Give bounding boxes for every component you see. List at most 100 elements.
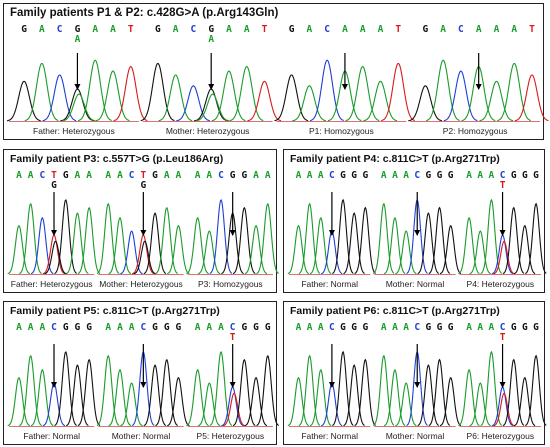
sequence-base: A [296, 170, 302, 181]
trace-peak [298, 354, 321, 427]
trace-peak [186, 217, 209, 275]
panel-title: Family patient P4: c.811C>T (p.Arg271Trp… [290, 153, 500, 165]
sequence-base: C [230, 322, 236, 333]
sequence-base: A [318, 322, 324, 333]
sequence-base: C [39, 170, 45, 181]
genotype-label: Father: Normal [301, 431, 358, 441]
sequence-base: A [253, 170, 259, 181]
trace-peak [66, 212, 89, 275]
sequence-base: G [63, 170, 69, 181]
sequence-base: G [533, 170, 539, 181]
sequence-base: C [140, 322, 146, 333]
sequence-base: A [244, 24, 250, 35]
trace-peak [244, 376, 268, 427]
sequence-base: C [129, 170, 135, 181]
arrow-head [414, 230, 421, 236]
trace-peak [19, 203, 42, 275]
called-base: G [140, 180, 146, 191]
sequence-base: A [117, 170, 123, 181]
genotype-label: Mother: Normal [386, 431, 445, 441]
sequence-base: A [173, 24, 179, 35]
arrow-head [229, 382, 236, 388]
trace-peak [354, 206, 376, 275]
sequence-base: T [395, 24, 401, 35]
trace-peak [120, 230, 143, 275]
arrow-head [341, 84, 348, 90]
trace-peak [383, 216, 406, 275]
sequence-base: G [152, 170, 158, 181]
trace-peak [458, 368, 480, 427]
called-base: T [500, 332, 506, 343]
arrow-head [328, 382, 335, 388]
genotype-label: Mother: Normal [112, 431, 171, 441]
trace-peak [343, 212, 365, 275]
sequence-base: A [39, 322, 45, 333]
sequence-base: G [241, 170, 247, 181]
sequence-base: G [155, 24, 161, 35]
sequence-base: A [403, 322, 409, 333]
sequence-base: G [289, 24, 295, 35]
trace-peak [287, 224, 310, 275]
sequence-base: T [262, 24, 268, 35]
trace-peak [428, 358, 451, 427]
sequence-base: G [152, 322, 158, 333]
trace-peak [274, 74, 309, 122]
trace-peak [331, 350, 354, 427]
called-base: G [51, 180, 57, 191]
sequence-base: C [57, 24, 63, 35]
sequence-base: G [253, 322, 259, 333]
called-base: T [230, 332, 236, 343]
panel-title: Family patient P3: c.557T>G (p.Leu186Arg… [10, 153, 224, 165]
trace-peak [232, 206, 256, 275]
sequence-base: A [489, 322, 495, 333]
sequence-base: A [477, 322, 483, 333]
sequence-base: T [140, 170, 146, 181]
trace-peak [7, 224, 31, 275]
sequence-base: A [105, 170, 111, 181]
genotype-label: Mother: Heterozygous [166, 126, 250, 136]
arrow-head [414, 382, 421, 388]
arrow-head [140, 382, 147, 388]
trace-peak [120, 382, 143, 427]
sequence-base: A [206, 322, 212, 333]
panel-title: Family patients P1 & P2: c.428G>A (p.Arg… [10, 7, 279, 19]
sequence-base: A [206, 170, 212, 181]
panel-p3: Family patient P3: c.557T>G (p.Leu186Arg… [3, 149, 280, 293]
trace-peak [209, 199, 233, 275]
sequence-base: G [340, 170, 346, 181]
trace-peak [54, 351, 77, 427]
sequence-base: C [51, 322, 57, 333]
sequence-base: A [105, 322, 111, 333]
trace-peak [229, 66, 264, 122]
trace-peak [408, 85, 442, 122]
sequence-base: C [414, 170, 420, 181]
sequence-base: G [208, 24, 214, 35]
arrow-head [140, 230, 147, 236]
sequence-base: A [16, 170, 22, 181]
sequence-base: G [230, 170, 236, 181]
sequence-base: A [477, 170, 483, 181]
called-base: T [500, 180, 506, 191]
trace-peak [395, 230, 417, 275]
trace-peak [222, 392, 246, 427]
trace-peak [395, 382, 417, 427]
trace-peak [24, 62, 59, 122]
genotype-label: P6: Heterozygous [467, 431, 535, 441]
trace-peak [77, 358, 101, 427]
trace-peak [211, 70, 246, 122]
sequence-base: A [110, 24, 116, 35]
trace-peak [143, 364, 167, 427]
trace-peak [195, 93, 230, 122]
trace-peak [480, 350, 503, 427]
panel-p6: Family patient P6: c.811C>T (p.Arg271Trp… [283, 301, 547, 445]
trace-peak [19, 355, 42, 427]
genotype-label: P4: Heterozygous [467, 279, 535, 289]
sequence-base: A [28, 170, 34, 181]
sequence-base: C [329, 322, 335, 333]
